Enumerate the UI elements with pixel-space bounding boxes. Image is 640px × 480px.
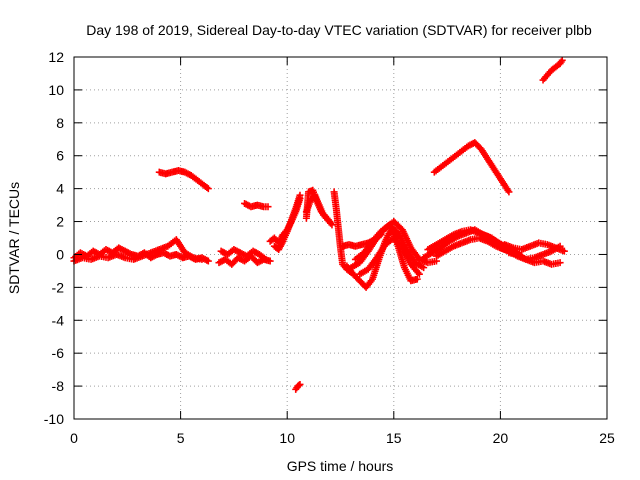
series-arc-17-20 xyxy=(430,139,513,196)
chart-title: Day 198 of 2019, Sidereal Day-to-day VTE… xyxy=(86,22,592,38)
x-tick-label: 25 xyxy=(599,430,615,446)
data-point-fill xyxy=(203,184,211,192)
y-tick-label: 10 xyxy=(48,82,64,98)
series-fall-12 xyxy=(330,188,355,277)
y-tick-label: 6 xyxy=(56,148,64,164)
series-arc-5 xyxy=(155,167,212,193)
x-tick-label: 5 xyxy=(177,430,185,446)
y-axis-label: SDTVAR / TECUs xyxy=(6,182,22,294)
data-point xyxy=(560,247,568,255)
plot-frame xyxy=(73,56,608,420)
series-top-22 xyxy=(539,56,566,84)
series-seg-7b xyxy=(217,246,270,263)
series-rise-10b xyxy=(270,191,304,254)
series-tail-20-23c xyxy=(505,242,564,263)
data-point xyxy=(262,255,270,263)
data-point xyxy=(505,188,513,196)
series-dip-10 xyxy=(292,380,304,393)
y-tick-label: -8 xyxy=(52,378,65,394)
y-tick-label: 4 xyxy=(56,181,64,197)
y-tick-label: -10 xyxy=(44,411,64,427)
data-point xyxy=(558,56,566,64)
series-hump-14-16c xyxy=(356,234,423,278)
x-axis-label: GPS time / hours xyxy=(287,458,394,474)
data-point xyxy=(266,257,274,265)
data-point xyxy=(415,270,423,278)
data-point xyxy=(198,255,206,263)
y-tick-label: -6 xyxy=(52,345,65,361)
y-tick-label: 8 xyxy=(56,115,64,131)
series-base-band-b xyxy=(70,236,206,265)
series-bump-11b xyxy=(302,191,336,229)
y-tick-label: 12 xyxy=(48,49,64,65)
y-tick-label: -2 xyxy=(52,279,65,295)
data-point xyxy=(413,275,421,283)
y-tick-label: 0 xyxy=(56,246,64,262)
data-point xyxy=(556,242,564,250)
data-point xyxy=(556,259,564,267)
x-tick-label: 20 xyxy=(493,430,509,446)
data-point xyxy=(420,264,428,272)
data-point xyxy=(328,221,336,229)
data-point xyxy=(204,257,212,265)
data-point xyxy=(264,203,272,211)
data-point-fill xyxy=(295,381,303,389)
x-tick-label: 10 xyxy=(279,430,295,446)
axis-ticks: 0 5 10 15 20 25 -10 -8 -6 -4 -2 0 2 4 6 8 10 12 xyxy=(44,49,615,446)
series-tail-20-23b xyxy=(501,239,568,255)
data-points xyxy=(70,56,568,393)
x-tick-label: 0 xyxy=(70,430,78,446)
data-point xyxy=(296,191,304,199)
series-seg-8 xyxy=(241,199,272,211)
x-tick-label: 15 xyxy=(386,430,402,446)
data-point xyxy=(204,185,212,193)
y-tick-label: 2 xyxy=(56,214,64,230)
data-point xyxy=(296,380,304,388)
y-tick-label: -4 xyxy=(52,312,65,328)
